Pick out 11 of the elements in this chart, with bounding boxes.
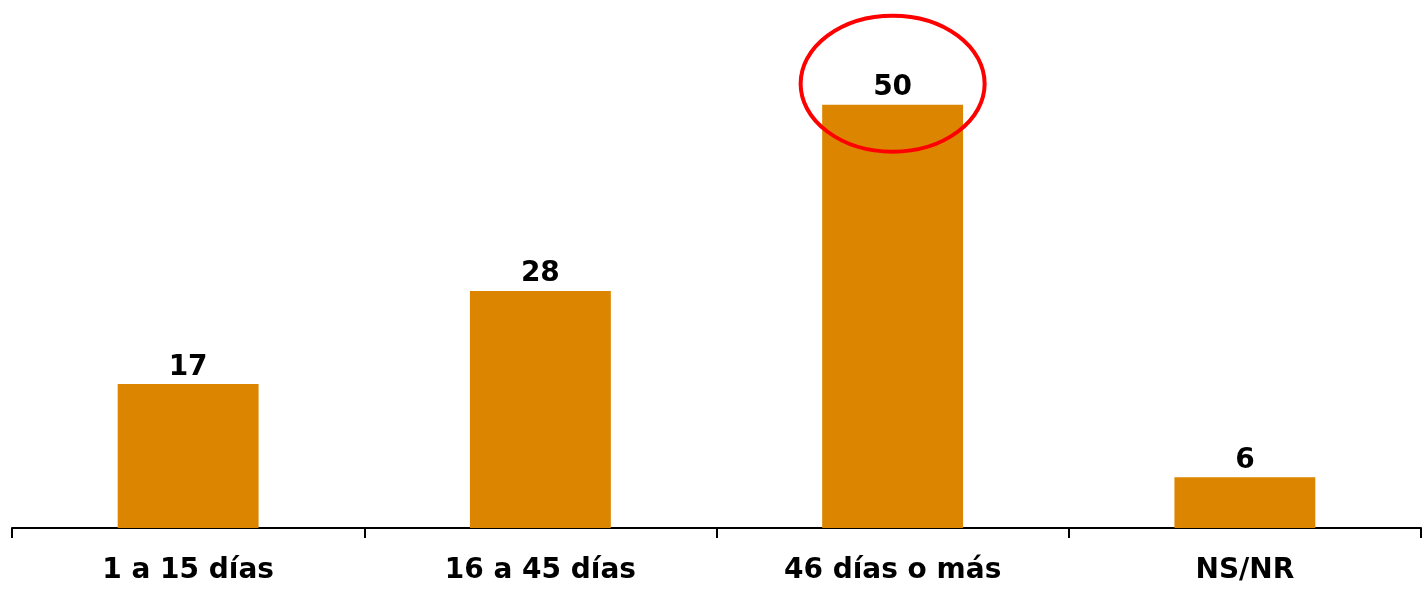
x-tick-label: 46 días o más: [783, 551, 1002, 585]
bar: [1174, 477, 1316, 528]
x-tick-label: 16 a 45 días: [444, 551, 637, 585]
bar: [469, 290, 611, 528]
data-label: 28: [520, 255, 560, 289]
x-tick-label: NS/NR: [1195, 551, 1295, 585]
data-label: 17: [168, 348, 208, 382]
data-label: 6: [1235, 441, 1255, 475]
data-label: 50: [873, 69, 913, 103]
x-tick-label: 1 a 15 días: [102, 551, 275, 585]
bar: [117, 384, 259, 528]
